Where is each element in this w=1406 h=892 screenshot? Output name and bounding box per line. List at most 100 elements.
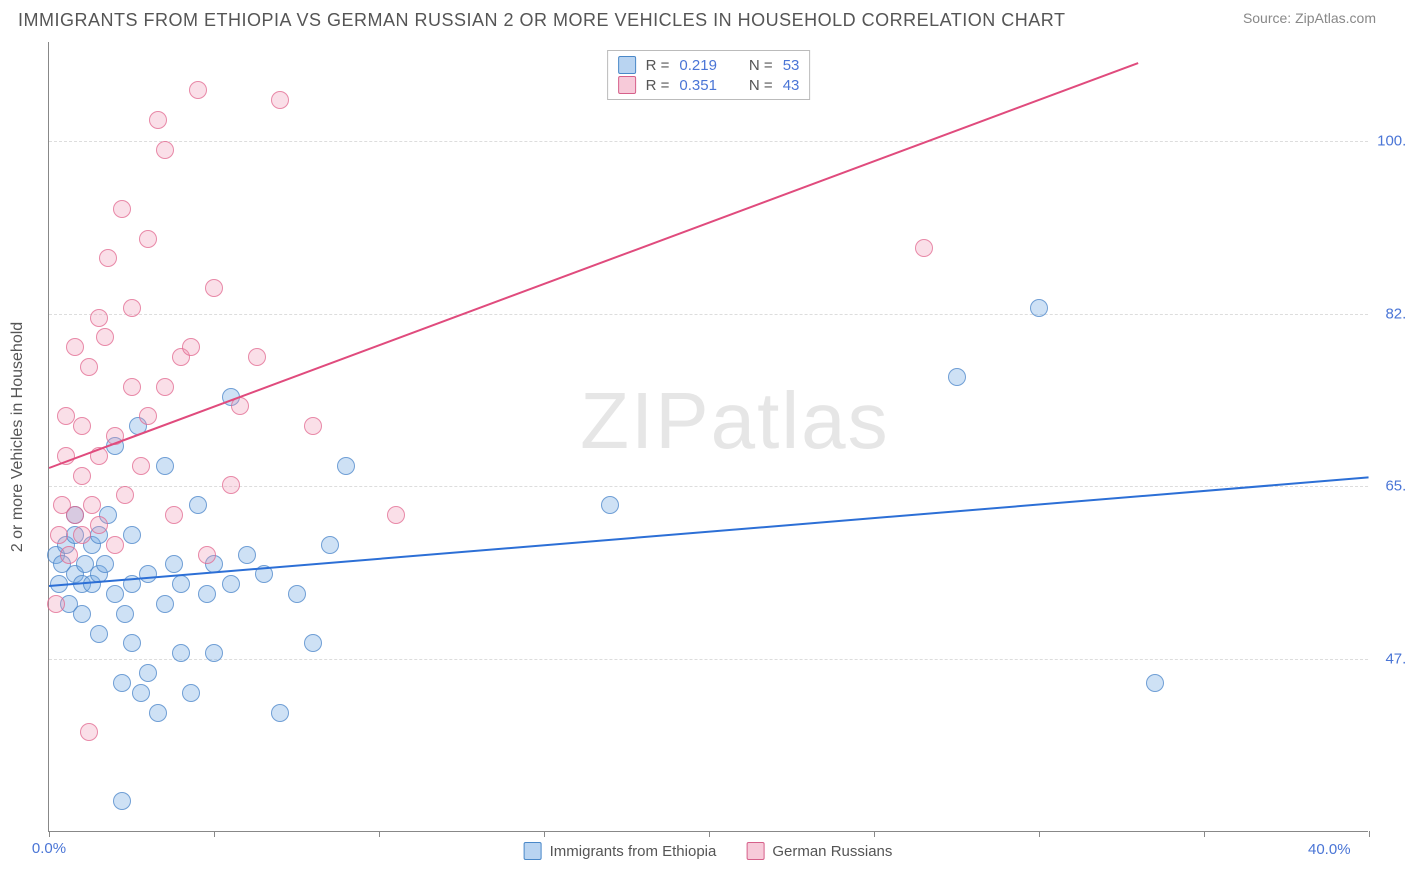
stats-row-blue: R = 0.219 N = 53 bbox=[618, 55, 800, 75]
scatter-point bbox=[149, 111, 167, 129]
scatter-point bbox=[271, 704, 289, 722]
scatter-point bbox=[198, 585, 216, 603]
gridline bbox=[49, 659, 1368, 660]
scatter-point bbox=[139, 230, 157, 248]
scatter-point bbox=[189, 496, 207, 514]
swatch-blue-icon bbox=[524, 842, 542, 860]
scatter-point bbox=[304, 417, 322, 435]
x-tick bbox=[1204, 831, 1205, 837]
scatter-point bbox=[116, 605, 134, 623]
scatter-point bbox=[90, 625, 108, 643]
scatter-point bbox=[113, 200, 131, 218]
correlation-stats-box: R = 0.219 N = 53 R = 0.351 N = 43 bbox=[607, 50, 811, 100]
scatter-point bbox=[271, 91, 289, 109]
legend-item-pink: German Russians bbox=[746, 842, 892, 860]
scatter-point bbox=[198, 546, 216, 564]
x-tick bbox=[709, 831, 710, 837]
y-tick-label: 100.0% bbox=[1377, 132, 1406, 149]
y-tick-label: 65.0% bbox=[1385, 478, 1406, 495]
x-tick bbox=[214, 831, 215, 837]
gridline bbox=[49, 314, 1368, 315]
scatter-point bbox=[73, 605, 91, 623]
x-tick bbox=[874, 831, 875, 837]
scatter-point bbox=[73, 417, 91, 435]
scatter-point bbox=[50, 526, 68, 544]
scatter-point bbox=[1030, 299, 1048, 317]
legend-item-blue: Immigrants from Ethiopia bbox=[524, 842, 717, 860]
scatter-point bbox=[73, 467, 91, 485]
scatter-point bbox=[66, 338, 84, 356]
scatter-point bbox=[165, 555, 183, 573]
x-tick-label: 40.0% bbox=[1308, 841, 1368, 858]
r-value-blue: 0.219 bbox=[679, 57, 717, 74]
scatter-point bbox=[172, 644, 190, 662]
scatter-point bbox=[60, 546, 78, 564]
scatter-point bbox=[165, 506, 183, 524]
scatter-point bbox=[90, 309, 108, 327]
scatter-point bbox=[139, 565, 157, 583]
trend-line bbox=[49, 62, 1139, 469]
scatter-point bbox=[113, 792, 131, 810]
scatter-point bbox=[149, 704, 167, 722]
swatch-pink-icon bbox=[618, 76, 636, 94]
stats-row-pink: R = 0.351 N = 43 bbox=[618, 75, 800, 95]
scatter-point bbox=[139, 664, 157, 682]
r-label: R = bbox=[646, 57, 670, 74]
scatter-point bbox=[73, 526, 91, 544]
scatter-point bbox=[205, 644, 223, 662]
scatter-point bbox=[948, 368, 966, 386]
scatter-point bbox=[83, 496, 101, 514]
scatter-point bbox=[132, 457, 150, 475]
scatter-point bbox=[248, 348, 266, 366]
scatter-point bbox=[387, 506, 405, 524]
swatch-blue-icon bbox=[618, 56, 636, 74]
plot-area: ZIPatlas R = 0.219 N = 53 R = 0.351 N = … bbox=[48, 42, 1368, 832]
scatter-point bbox=[321, 536, 339, 554]
x-tick-label: 0.0% bbox=[32, 840, 66, 857]
gridline bbox=[49, 486, 1368, 487]
scatter-point bbox=[156, 378, 174, 396]
legend-label-blue: Immigrants from Ethiopia bbox=[550, 843, 717, 860]
scatter-point bbox=[47, 595, 65, 613]
swatch-pink-icon bbox=[746, 842, 764, 860]
x-tick bbox=[1039, 831, 1040, 837]
scatter-point bbox=[96, 555, 114, 573]
y-tick-label: 47.5% bbox=[1385, 651, 1406, 668]
scatter-point bbox=[222, 476, 240, 494]
scatter-point bbox=[123, 526, 141, 544]
source-attribution: Source: ZipAtlas.com bbox=[1243, 10, 1376, 26]
scatter-point bbox=[96, 328, 114, 346]
x-tick bbox=[49, 831, 50, 837]
scatter-point bbox=[1146, 674, 1164, 692]
scatter-point bbox=[182, 338, 200, 356]
scatter-point bbox=[123, 378, 141, 396]
scatter-point bbox=[189, 81, 207, 99]
gridline bbox=[49, 141, 1368, 142]
r-label: R = bbox=[646, 77, 670, 94]
scatter-point bbox=[123, 299, 141, 317]
scatter-point bbox=[172, 575, 190, 593]
r-value-pink: 0.351 bbox=[679, 77, 717, 94]
x-tick bbox=[379, 831, 380, 837]
scatter-point bbox=[106, 585, 124, 603]
scatter-point bbox=[80, 358, 98, 376]
scatter-point bbox=[99, 249, 117, 267]
scatter-point bbox=[90, 516, 108, 534]
scatter-point bbox=[156, 595, 174, 613]
scatter-point bbox=[113, 674, 131, 692]
n-value-blue: 53 bbox=[783, 57, 800, 74]
scatter-point bbox=[66, 506, 84, 524]
chart-title: IMMIGRANTS FROM ETHIOPIA VS GERMAN RUSSI… bbox=[18, 10, 1065, 31]
scatter-point bbox=[156, 141, 174, 159]
scatter-point bbox=[139, 407, 157, 425]
scatter-point bbox=[915, 239, 933, 257]
y-axis-label: 2 or more Vehicles in Household bbox=[9, 322, 27, 552]
watermark: ZIPatlas bbox=[580, 375, 889, 467]
x-tick bbox=[1369, 831, 1370, 837]
bottom-legend: Immigrants from Ethiopia German Russians bbox=[524, 842, 893, 860]
scatter-point bbox=[132, 684, 150, 702]
n-label: N = bbox=[749, 57, 773, 74]
scatter-point bbox=[205, 279, 223, 297]
y-tick-label: 82.5% bbox=[1385, 305, 1406, 322]
scatter-point bbox=[288, 585, 306, 603]
